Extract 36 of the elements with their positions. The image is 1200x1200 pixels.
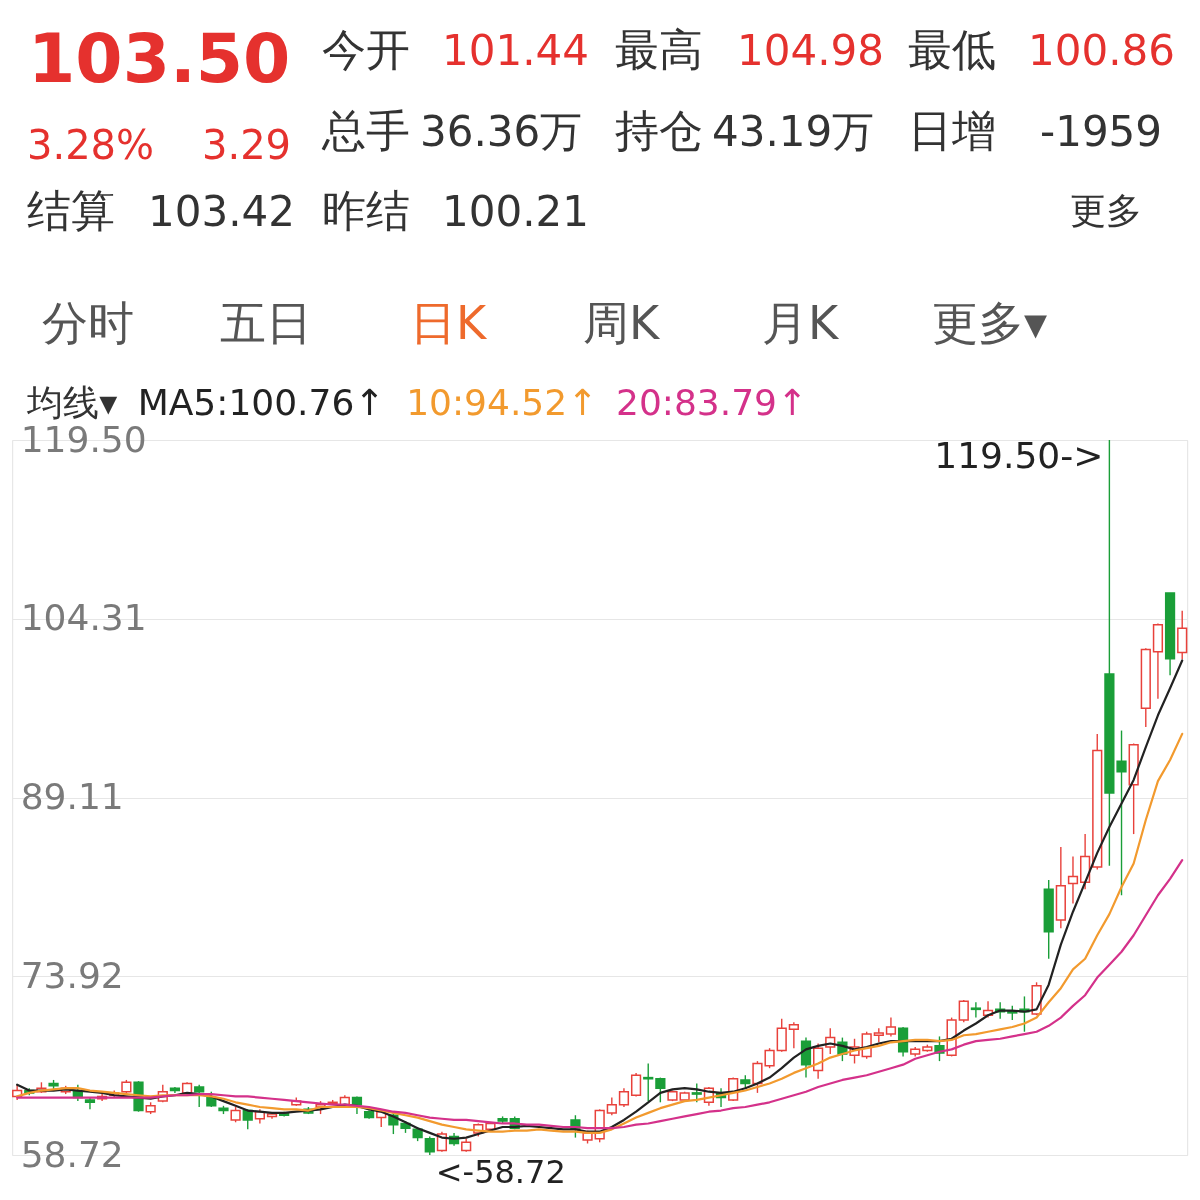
text: 最低 [908,24,996,75]
legend-title: 均线▾ [26,382,118,423]
text: 104.98 [737,26,884,75]
y-tick-label: 73.92 [20,954,124,996]
text: 20:83.79↑ [616,382,808,423]
y-tick-label: 58.72 [20,1133,124,1175]
text: 五日 [220,296,312,350]
text: 今开 [322,24,410,75]
text: 分时 [42,296,134,350]
text: 100.86 [1028,26,1175,75]
text: 周K [583,296,661,350]
text: 持仓 [615,105,703,156]
text: 月K [762,296,840,350]
text: 更多 [1070,190,1142,231]
text: 43.19万 [712,107,875,156]
text: 100.21 [442,187,589,236]
annotation: 119.50-> [934,435,1104,476]
annotation: <-58.72 [435,1153,566,1191]
text: 昨结 [322,185,410,236]
y-tick-label: 89.11 [20,776,124,817]
text: 3.28% [27,122,155,168]
text: 103.50 [28,19,291,98]
text: 3.29 [202,122,292,168]
text: 总手 [321,105,410,156]
y-tick-label: 104.31 [20,597,147,639]
text: 10:94.52↑ [406,382,598,423]
text: 日K [410,296,488,350]
text: 最高 [615,24,703,75]
text: MA5:100.76↑ [137,382,385,423]
text: 101.44 [442,26,589,75]
text: 103.42 [148,187,295,236]
text: 更多▾ [932,296,1048,350]
text: 结算 [27,185,115,236]
text: -1959 [1040,107,1163,156]
text: 36.36万 [420,107,583,156]
text: 日增 [908,105,996,156]
